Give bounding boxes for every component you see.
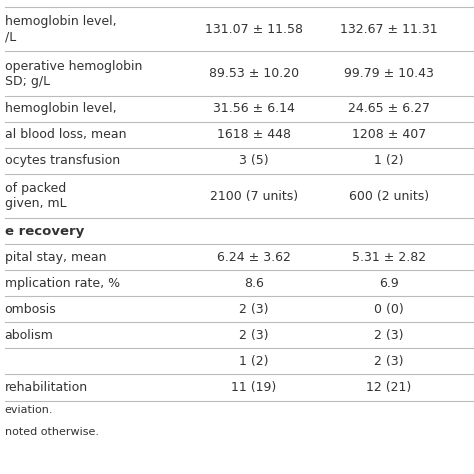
Text: ombosis: ombosis: [5, 303, 56, 316]
Text: 2 (3): 2 (3): [239, 303, 268, 316]
Text: 2100 (7 units): 2100 (7 units): [210, 190, 298, 202]
Text: noted otherwise.: noted otherwise.: [5, 427, 99, 437]
Text: 31.56 ± 6.14: 31.56 ± 6.14: [213, 102, 294, 115]
Text: 2 (3): 2 (3): [239, 329, 268, 342]
Text: 132.67 ± 11.31: 132.67 ± 11.31: [340, 23, 438, 36]
Text: ocytes transfusion: ocytes transfusion: [5, 155, 120, 167]
Text: eviation.: eviation.: [5, 405, 53, 415]
Text: 6.9: 6.9: [379, 277, 399, 290]
Text: 1 (2): 1 (2): [374, 155, 403, 167]
Text: hemoglobin level,: hemoglobin level,: [5, 102, 116, 115]
Text: 600 (2 units): 600 (2 units): [348, 190, 429, 202]
Text: al blood loss, mean: al blood loss, mean: [5, 128, 126, 141]
Text: 24.65 ± 6.27: 24.65 ± 6.27: [348, 102, 429, 115]
Text: abolism: abolism: [5, 329, 54, 342]
Text: operative hemoglobin
SD; g/L: operative hemoglobin SD; g/L: [5, 60, 142, 88]
Text: 2 (3): 2 (3): [374, 329, 403, 342]
Text: 1618 ± 448: 1618 ± 448: [217, 128, 291, 141]
Text: e recovery: e recovery: [5, 225, 84, 237]
Text: 5.31 ± 2.82: 5.31 ± 2.82: [352, 251, 426, 264]
Text: 12 (21): 12 (21): [366, 381, 411, 394]
Text: 99.79 ± 10.43: 99.79 ± 10.43: [344, 67, 434, 80]
Text: hemoglobin level,
/L: hemoglobin level, /L: [5, 15, 116, 43]
Text: rehabilitation: rehabilitation: [5, 381, 88, 394]
Text: 89.53 ± 10.20: 89.53 ± 10.20: [209, 67, 299, 80]
Text: 0 (0): 0 (0): [374, 303, 403, 316]
Text: 3 (5): 3 (5): [239, 155, 268, 167]
Text: 2 (3): 2 (3): [374, 355, 403, 368]
Text: 6.24 ± 3.62: 6.24 ± 3.62: [217, 251, 291, 264]
Text: of packed
given, mL: of packed given, mL: [5, 182, 66, 210]
Text: 8.6: 8.6: [244, 277, 264, 290]
Text: 1208 ± 407: 1208 ± 407: [352, 128, 426, 141]
Text: pital stay, mean: pital stay, mean: [5, 251, 106, 264]
Text: 131.07 ± 11.58: 131.07 ± 11.58: [205, 23, 302, 36]
Text: 11 (19): 11 (19): [231, 381, 276, 394]
Text: 1 (2): 1 (2): [239, 355, 268, 368]
Text: mplication rate, %: mplication rate, %: [5, 277, 120, 290]
